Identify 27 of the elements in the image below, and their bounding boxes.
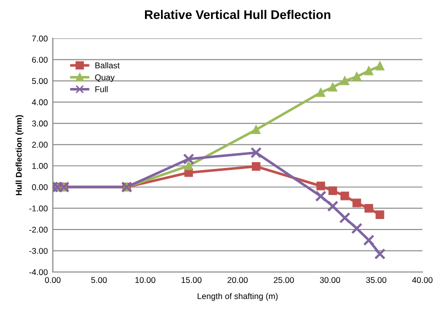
x-tick-label: 20.00 xyxy=(228,277,248,283)
y-tick-label: 4.00 xyxy=(32,99,48,106)
y-tick-label: 7.00 xyxy=(32,36,48,42)
x-tick-label: 30.00 xyxy=(320,277,340,283)
y-tick-label: -2.00 xyxy=(29,226,48,233)
x-tick-label: 35.00 xyxy=(366,277,386,283)
x-tick-label: 40.00 xyxy=(412,277,432,283)
chart-title: Relative Vertical Hull Deflection xyxy=(145,10,330,20)
x-tick-label: 0.00 xyxy=(45,277,61,283)
y-tick-label: 5.00 xyxy=(32,78,48,84)
x-tick-label: 10.00 xyxy=(135,277,156,283)
y-tick-label: -1.00 xyxy=(29,205,48,212)
x-tick-label: 5.00 xyxy=(91,277,107,283)
legend-label: Quay xyxy=(95,74,115,82)
y-tick-label: 0.00 xyxy=(32,184,48,190)
x-axis-title: Length of shafting (m) xyxy=(198,292,278,301)
y-tick-label: 3.00 xyxy=(32,120,48,126)
y-axis-title: Hull Deflection (mm) xyxy=(16,115,24,196)
y-tick-label: -3.00 xyxy=(29,248,48,254)
legend-label: Ballast xyxy=(95,62,120,68)
x-tick-label: 15.00 xyxy=(182,277,202,283)
y-tick-label: 1.00 xyxy=(32,163,48,169)
legend-label: Full xyxy=(95,86,108,92)
x-tick-label: 25.00 xyxy=(274,277,294,283)
y-tick-label: -4.00 xyxy=(29,269,48,276)
y-tick-label: 2.00 xyxy=(32,142,48,148)
y-tick-label: 6.00 xyxy=(32,56,48,63)
